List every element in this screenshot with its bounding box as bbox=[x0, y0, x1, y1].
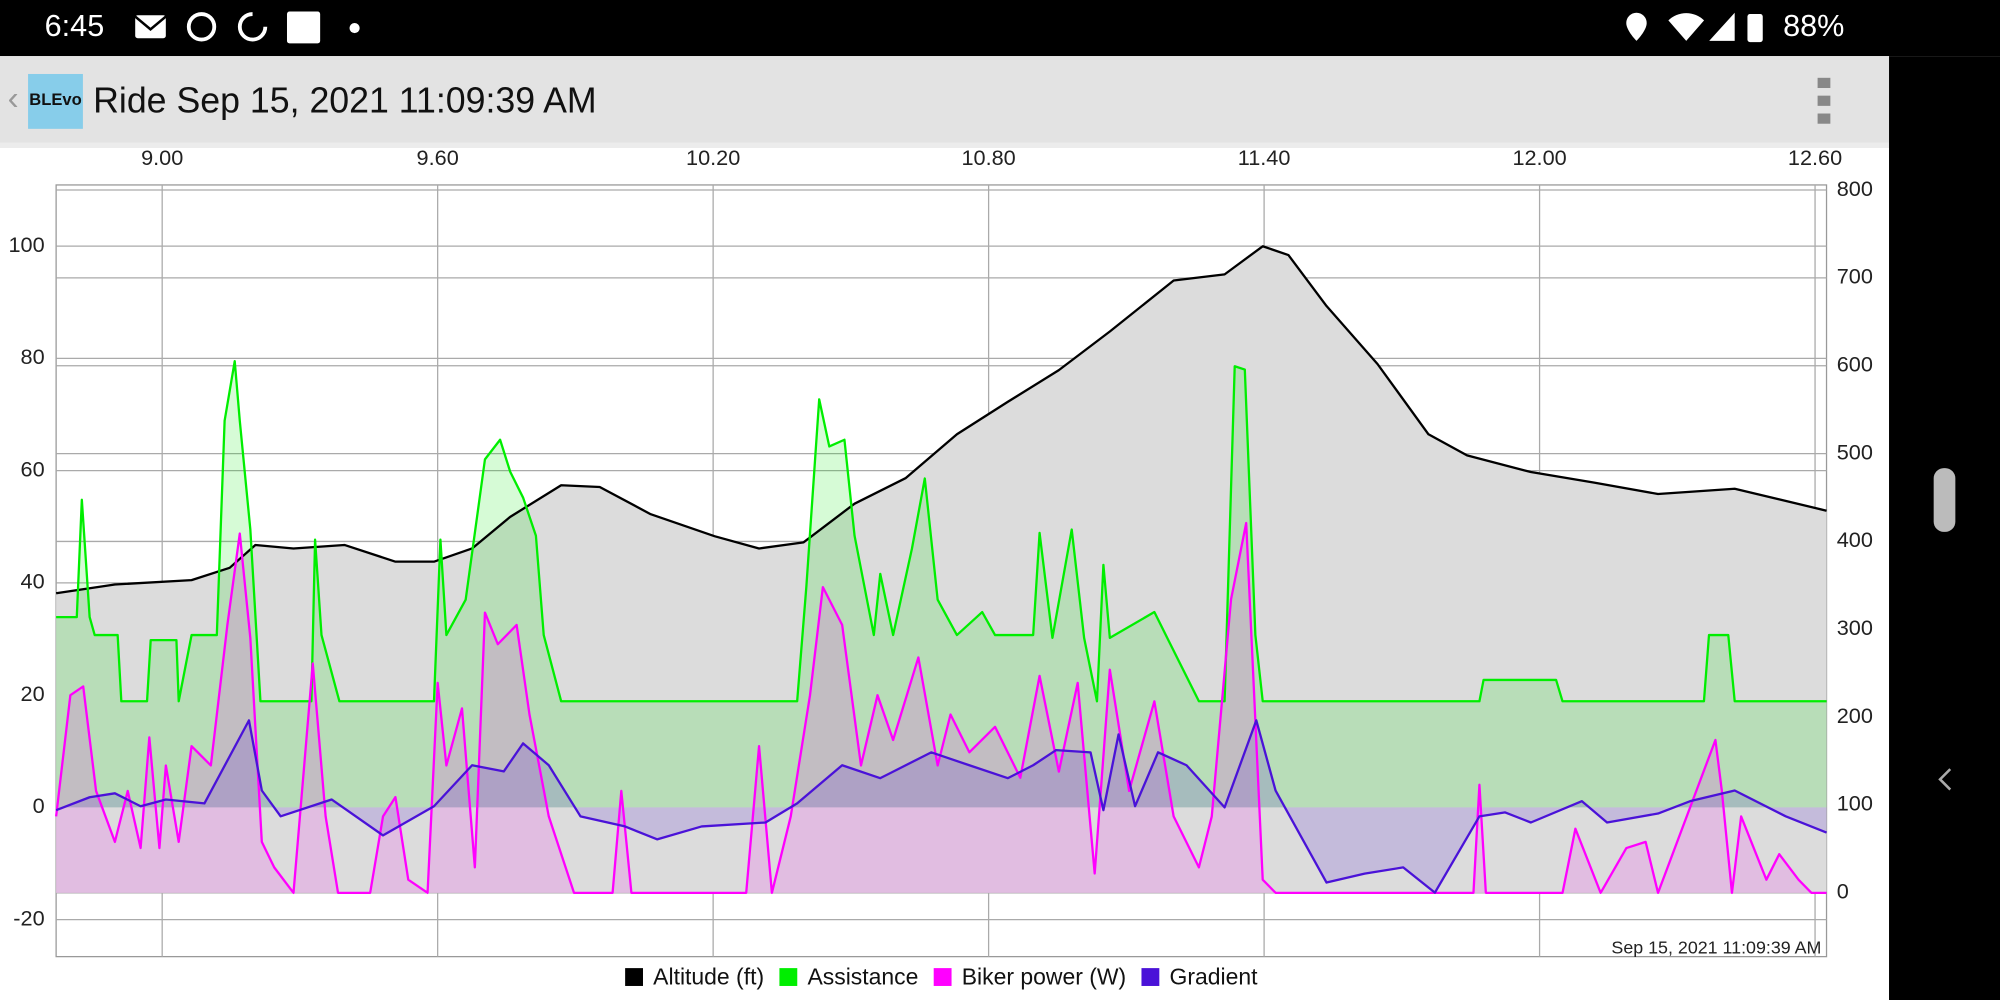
y-tick-label: 40 bbox=[21, 569, 45, 594]
y2-tick-label: 100 bbox=[1837, 791, 1873, 816]
status-time: 6:45 bbox=[45, 9, 105, 43]
legend-swatch bbox=[1141, 968, 1160, 986]
y2-tick-label: 700 bbox=[1837, 264, 1873, 289]
legend-swatch bbox=[625, 968, 643, 986]
y-tick-label: 0 bbox=[33, 793, 45, 818]
x-tick-label: 9.00 bbox=[141, 145, 183, 170]
legend-label: Biker power (W) bbox=[962, 963, 1126, 989]
y2-tick-label: 300 bbox=[1837, 615, 1873, 640]
y2-tick-label: 600 bbox=[1837, 351, 1873, 376]
legend-swatch bbox=[933, 968, 952, 986]
series-area bbox=[56, 361, 1827, 808]
y2-tick-label: 400 bbox=[1837, 527, 1873, 552]
chart-annotation: Sep 15, 2021 11:09:39 AM bbox=[1611, 938, 1821, 958]
y-tick-label: 60 bbox=[21, 456, 45, 481]
series-area bbox=[56, 246, 1827, 893]
app-title: Ride Sep 15, 2021 11:09:39 AM bbox=[93, 81, 597, 121]
chart: 9.00 9.60 10.20 10.80 11.40 12.00 12.60 -20 0 20 4… bbox=[8, 145, 1872, 989]
x-tick-label: 11.40 bbox=[1238, 145, 1291, 170]
x-tick-label: 9.60 bbox=[417, 145, 459, 170]
y-tick-label: 100 bbox=[8, 232, 44, 257]
legend-swatch bbox=[779, 968, 798, 986]
legend: Altitude (ft) Assistance Biker power (W) Gr… bbox=[625, 963, 1258, 989]
legend-label: Assistance bbox=[807, 963, 918, 989]
scroll-handle[interactable] bbox=[1933, 468, 1956, 532]
x-tick-label: 12.60 bbox=[1788, 145, 1842, 170]
app-logo[interactable] bbox=[28, 73, 83, 129]
series-line bbox=[56, 360, 1827, 703]
app-bar-shadow bbox=[0, 142, 1890, 148]
battery-level: 88% bbox=[1783, 9, 1844, 43]
x-tick-label: 10.20 bbox=[686, 145, 740, 170]
legend-label: Altitude (ft) bbox=[653, 963, 764, 989]
y2-tick-label: 500 bbox=[1837, 439, 1873, 464]
y-tick-label: -20 bbox=[13, 905, 44, 930]
y2-tick-label: 200 bbox=[1837, 703, 1873, 728]
series-area bbox=[56, 720, 1827, 893]
status-bar bbox=[0, 0, 2000, 57]
status-icons bbox=[134, 11, 1763, 44]
legend-label: Gradient bbox=[1170, 963, 1259, 989]
x-tick-label: 12.00 bbox=[1512, 145, 1566, 170]
series-line bbox=[55, 245, 1827, 595]
series-line bbox=[54, 521, 1827, 895]
app-logo-text: BLEvo bbox=[29, 90, 82, 109]
y2-tick-label: 800 bbox=[1837, 176, 1873, 201]
app-bar bbox=[0, 56, 1890, 143]
nav-back[interactable] bbox=[1938, 768, 1952, 791]
series-line bbox=[55, 719, 1827, 894]
back-arrow[interactable]: ‹ bbox=[8, 81, 19, 118]
series-area bbox=[56, 522, 1827, 893]
y2-tick-label: 0 bbox=[1837, 879, 1849, 904]
y-tick-label: 80 bbox=[21, 344, 45, 369]
x-tick-label: 10.80 bbox=[961, 145, 1015, 170]
y-tick-label: 20 bbox=[21, 681, 45, 706]
overflow-menu[interactable] bbox=[1817, 77, 1831, 124]
